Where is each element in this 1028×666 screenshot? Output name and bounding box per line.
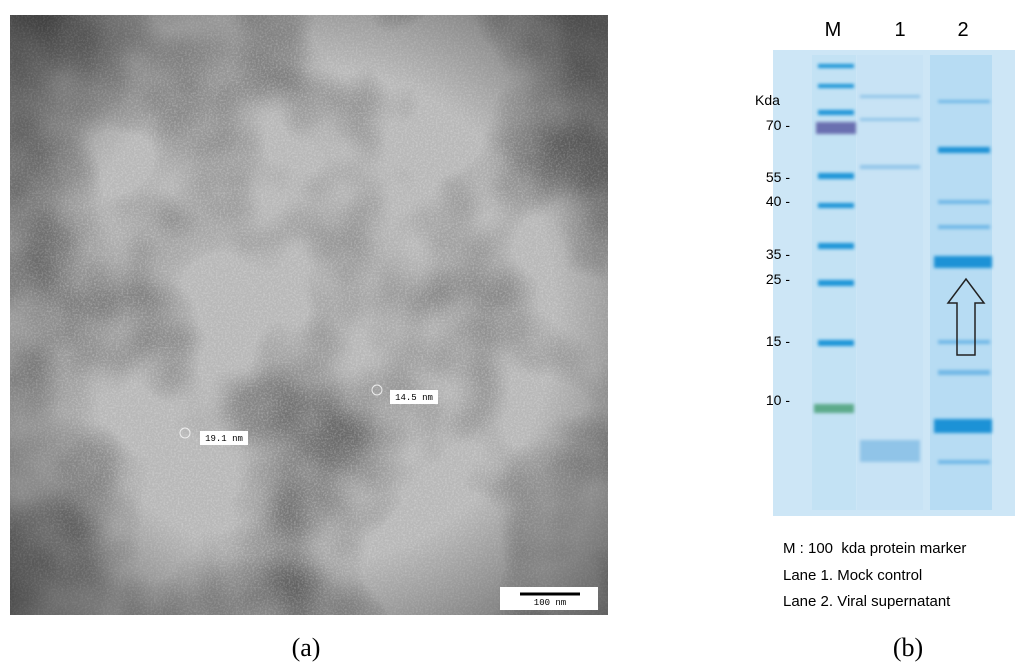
marker-label: 70 - xyxy=(766,117,790,133)
marker-label: 10 - xyxy=(766,392,790,408)
legend-line: Lane 2. Viral supernatant xyxy=(783,593,951,610)
caption: (b) xyxy=(893,633,923,662)
gel xyxy=(773,50,1015,516)
page: 19.1 nm 14.5 nm 100 nm (a) xyxy=(0,0,1028,666)
marker-label: 15 - xyxy=(766,333,790,349)
lane-labels: M 1 2 xyxy=(825,19,969,41)
marker-label: 25 - xyxy=(766,271,790,287)
measurement: 19.1 nm xyxy=(205,434,243,444)
scale-bar-label: 100 nm xyxy=(534,598,566,608)
marker-label: 55 - xyxy=(766,169,790,185)
lane-label: 1 xyxy=(894,19,905,41)
figure: 19.1 nm 14.5 nm 100 nm (a) xyxy=(0,0,1028,666)
marker-label: 40 - xyxy=(766,193,790,209)
measurement: 14.5 nm xyxy=(395,393,433,403)
lane-label: M xyxy=(825,19,842,41)
caption: (a) xyxy=(292,633,321,662)
legend-line: Lane 1. Mock control xyxy=(783,567,922,584)
legend-line: M : 100 kda protein marker xyxy=(783,540,966,557)
marker-label: 35 - xyxy=(766,246,790,262)
legend: M : 100 kda protein marker Lane 1. Mock … xyxy=(783,540,966,610)
em-image: 19.1 nm 14.5 nm 100 nm xyxy=(10,15,608,615)
unit-label: Kda xyxy=(755,92,780,108)
lane-label: 2 xyxy=(957,19,968,41)
